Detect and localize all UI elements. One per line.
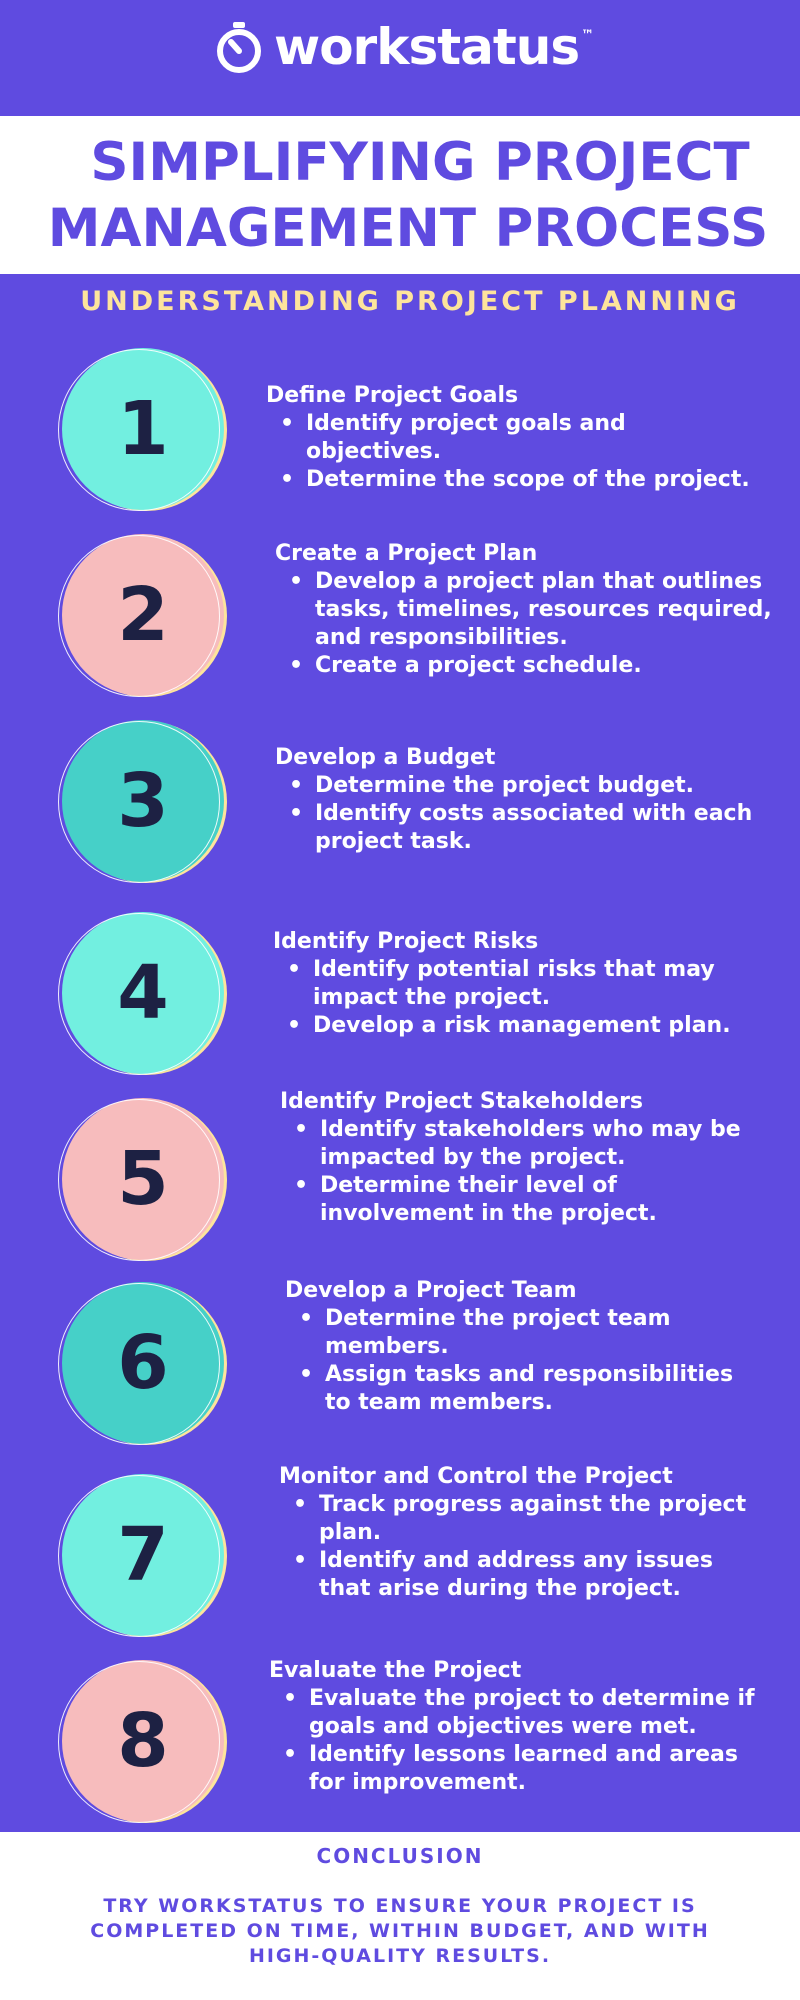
workstatus-logo: workstatus ™	[214, 14, 594, 80]
step-number-circle: 3	[62, 720, 224, 882]
step-content: Develop a Project Team Determine the pro…	[285, 1277, 765, 1417]
step-content: Evaluate the Project Evaluate the projec…	[269, 1657, 759, 1797]
section-subtitle: UNDERSTANDING PROJECT PLANNING	[80, 286, 740, 317]
step-number-circle: 1	[62, 348, 224, 510]
step-title: Identify Project Stakeholders	[280, 1089, 644, 1114]
step-bullets: Develop a project plan that outlines tas…	[275, 568, 775, 680]
step-number: 5	[117, 1136, 169, 1222]
step-title: Develop a Project Team	[285, 1278, 577, 1303]
step-title: Develop a Budget	[275, 745, 496, 770]
step-number-circle: 4	[62, 912, 224, 1074]
step-content: Identify Project Risks Identify potentia…	[273, 928, 733, 1040]
list-item: Determine the project budget.	[275, 772, 755, 800]
list-item: Identify stakeholders who may be impacte…	[280, 1116, 770, 1172]
list-item: Identify costs associated with each proj…	[275, 800, 755, 856]
step-bullets: Identify stakeholders who may be impacte…	[280, 1116, 770, 1228]
step-number-circle: 7	[62, 1474, 224, 1636]
step-number: 8	[117, 1698, 169, 1784]
page-title-line-2: MANAGEMENT PROCESS	[47, 198, 769, 259]
header: workstatus ™	[0, 0, 800, 116]
list-item: Track progress against the project plan.	[279, 1491, 769, 1547]
step-number-circle: 6	[62, 1282, 224, 1444]
list-item: Identify and address any issues that ari…	[279, 1547, 769, 1603]
step-number: 7	[117, 1512, 169, 1598]
step-number-circle: 2	[62, 534, 224, 696]
list-item: Develop a project plan that outlines tas…	[275, 568, 775, 652]
step-number-circle: 5	[62, 1098, 224, 1260]
step-number: 2	[117, 572, 169, 658]
step-bullets: Determine the project team members. Assi…	[285, 1305, 765, 1417]
step-number: 3	[117, 758, 169, 844]
list-item: Identify lessons learned and areas for i…	[269, 1741, 759, 1797]
list-item: Determine the scope of the project.	[266, 466, 766, 494]
conclusion-heading: CONCLUSION	[316, 1844, 484, 1868]
step-content: Develop a Budget Determine the project b…	[275, 744, 755, 856]
step-content: Monitor and Control the Project Track pr…	[279, 1463, 769, 1603]
step-bullets: Evaluate the project to determine if goa…	[269, 1685, 759, 1797]
title-band: SIMPLIFYING PROJECT MANAGEMENT PROCESS	[0, 116, 800, 274]
list-item: Develop a risk management plan.	[273, 1012, 733, 1040]
stopwatch-icon	[217, 22, 261, 73]
step-title: Create a Project Plan	[275, 541, 538, 566]
brand-name: workstatus	[274, 18, 580, 76]
footer: CONCLUSION TRY WORKSTATUS TO ENSURE YOUR…	[0, 1832, 800, 2000]
step-number: 4	[117, 950, 169, 1036]
list-item: Assign tasks and responsibilities to tea…	[285, 1361, 765, 1417]
step-title: Evaluate the Project	[269, 1658, 522, 1683]
list-item: Identify potential risks that may impact…	[273, 956, 733, 1012]
list-item: Determine their level of involvement in …	[280, 1172, 770, 1228]
step-content: Define Project Goals Identify project go…	[266, 382, 766, 494]
step-title: Monitor and Control the Project	[279, 1464, 673, 1489]
page-title-line-1: SIMPLIFYING PROJECT	[90, 132, 750, 193]
step-number: 6	[117, 1320, 169, 1406]
step-number-circle: 8	[62, 1660, 224, 1822]
call-to-action-text: TRY WORKSTATUS TO ENSURE YOUR PROJECT IS…	[90, 1895, 710, 1967]
step-content: Identify Project Stakeholders Identify s…	[280, 1088, 770, 1228]
trademark-symbol: ™	[581, 28, 595, 43]
step-title: Define Project Goals	[266, 383, 519, 408]
list-item: Create a project schedule.	[275, 652, 775, 680]
list-item: Identify project goals and objectives.	[266, 410, 766, 466]
list-item: Evaluate the project to determine if goa…	[269, 1685, 759, 1741]
step-number: 1	[117, 386, 169, 472]
list-item: Determine the project team members.	[285, 1305, 765, 1361]
step-content: Create a Project Plan Develop a project …	[275, 540, 775, 680]
step-bullets: Identify project goals and objectives. D…	[266, 410, 766, 494]
step-bullets: Track progress against the project plan.…	[279, 1491, 769, 1603]
step-title: Identify Project Risks	[273, 929, 539, 954]
step-bullets: Determine the project budget. Identify c…	[275, 772, 755, 856]
step-bullets: Identify potential risks that may impact…	[273, 956, 733, 1040]
